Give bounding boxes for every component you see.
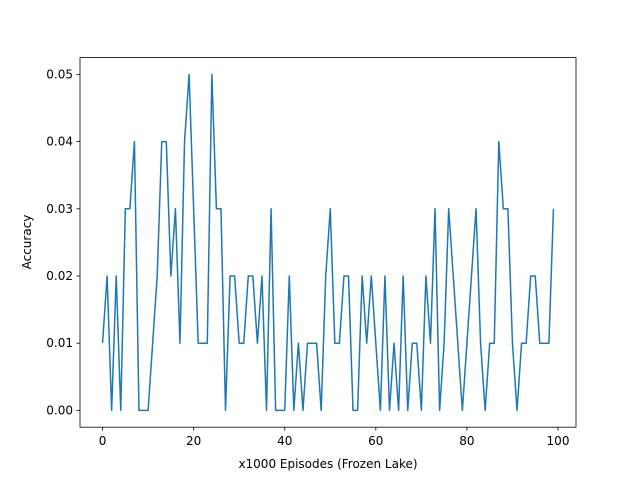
- y-axis-label: Accuracy: [20, 215, 34, 270]
- x-tick-label: 20: [186, 434, 201, 448]
- y-tick-label: 0.02: [46, 269, 73, 283]
- x-tick-label: 40: [277, 434, 292, 448]
- y-tick-label: 0.04: [46, 135, 73, 149]
- x-tick-label: 0: [99, 434, 107, 448]
- x-tick-label: 100: [547, 434, 570, 448]
- y-axis-ticks: 0.00 0.01 0.02 0.03 0.04 0.05: [46, 67, 80, 417]
- y-tick-label: 0.01: [46, 336, 73, 350]
- y-tick-label: 0.05: [46, 67, 73, 81]
- axes-frame: [79, 57, 577, 428]
- x-tick-label: 60: [368, 434, 383, 448]
- plot-area: [101, 73, 555, 412]
- y-tick-label: 0.00: [46, 403, 73, 417]
- x-axis-ticks: 0 20 40 60 80 100: [99, 427, 570, 448]
- x-tick-label: 80: [459, 434, 474, 448]
- y-tick-label: 0.03: [46, 202, 73, 216]
- accuracy-series-line: [101, 73, 555, 412]
- x-axis-label: x1000 Episodes (Frozen Lake): [238, 457, 417, 471]
